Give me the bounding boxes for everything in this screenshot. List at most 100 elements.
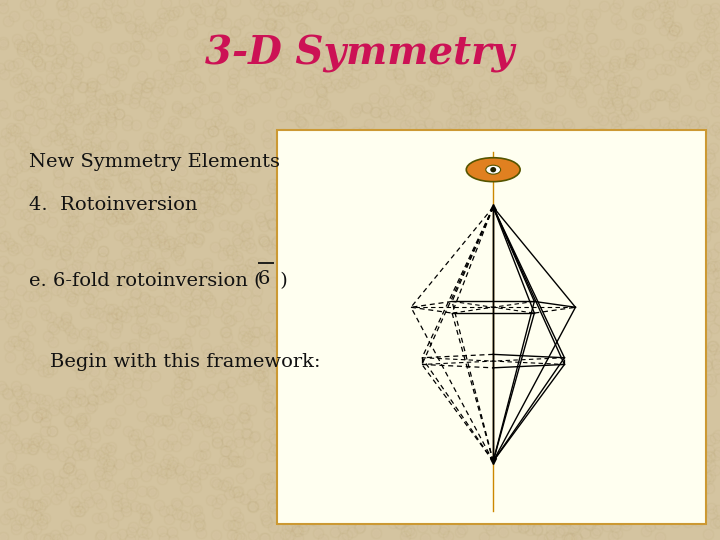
Point (133, 43, 145, 52)
Point (609, 56, 621, 65)
Point (387, 318, 399, 327)
Point (467, 365, 478, 374)
Point (586, 272, 598, 280)
Point (59, 226, 71, 234)
Point (103, 0, 114, 5)
Point (498, 180, 510, 188)
Point (84, 191, 95, 200)
Point (550, 409, 562, 418)
Point (500, 301, 512, 309)
Point (603, 368, 615, 376)
Point (413, 35, 424, 44)
Point (147, 281, 158, 289)
Point (48, 325, 60, 334)
Point (598, 239, 609, 247)
Point (105, 93, 117, 102)
Point (55, 1, 66, 10)
Point (233, 492, 245, 501)
Point (357, 377, 369, 386)
Point (555, 281, 567, 289)
Point (495, 89, 507, 98)
Point (114, 14, 125, 22)
Point (571, 33, 582, 42)
Point (493, 332, 505, 340)
Point (195, 529, 207, 537)
Point (561, 389, 572, 398)
Point (454, 58, 465, 67)
Point (82, 12, 94, 21)
Point (531, 22, 543, 30)
Point (422, 409, 433, 418)
Point (663, 154, 675, 163)
Point (328, 397, 339, 406)
Point (318, 14, 330, 22)
Point (104, 460, 115, 469)
Point (387, 107, 399, 116)
Point (422, 176, 433, 185)
Point (166, 469, 177, 477)
Point (218, 238, 230, 247)
Point (219, 327, 230, 336)
Point (135, 441, 147, 450)
Point (179, 521, 191, 529)
Point (680, 116, 692, 125)
Point (346, 182, 358, 191)
Point (379, 504, 391, 512)
Point (451, 437, 462, 446)
Point (282, 199, 294, 207)
Point (372, 331, 384, 340)
Point (466, 139, 477, 147)
Point (481, 467, 492, 476)
Point (321, 67, 333, 76)
Point (640, 454, 652, 463)
Point (55, 260, 66, 268)
Point (339, 45, 351, 54)
Point (9, 474, 20, 483)
Point (294, 328, 305, 336)
Point (22, 292, 34, 300)
Point (248, 200, 260, 209)
Point (277, 3, 289, 11)
Point (298, 44, 310, 53)
Point (122, 121, 133, 130)
Point (656, 149, 667, 158)
Point (644, 522, 655, 530)
Point (27, 33, 38, 42)
Point (336, 246, 347, 255)
Point (296, 24, 307, 32)
Point (42, 367, 54, 376)
Point (228, 521, 239, 529)
Point (105, 276, 117, 285)
Point (420, 91, 432, 100)
Point (2, 264, 14, 273)
Point (296, 204, 307, 212)
Point (184, 302, 195, 310)
Point (84, 235, 95, 244)
Point (580, 363, 591, 372)
Point (223, 277, 235, 286)
Point (672, 339, 684, 348)
Point (123, 479, 135, 488)
Point (36, 109, 48, 117)
Point (220, 313, 232, 322)
Point (421, 170, 433, 178)
Point (590, 276, 601, 285)
Point (434, 442, 446, 450)
Point (387, 272, 398, 281)
Point (335, 426, 346, 434)
Point (392, 258, 404, 267)
Point (531, 516, 543, 525)
Point (462, 94, 473, 103)
Point (158, 14, 170, 23)
Point (585, 127, 596, 136)
Point (257, 63, 269, 72)
Point (318, 248, 330, 257)
Point (406, 267, 418, 275)
Point (608, 59, 620, 68)
Point (432, 258, 444, 267)
Point (173, 463, 184, 472)
Point (541, 112, 553, 120)
Point (380, 265, 392, 274)
Point (132, 32, 143, 41)
Point (413, 211, 425, 219)
